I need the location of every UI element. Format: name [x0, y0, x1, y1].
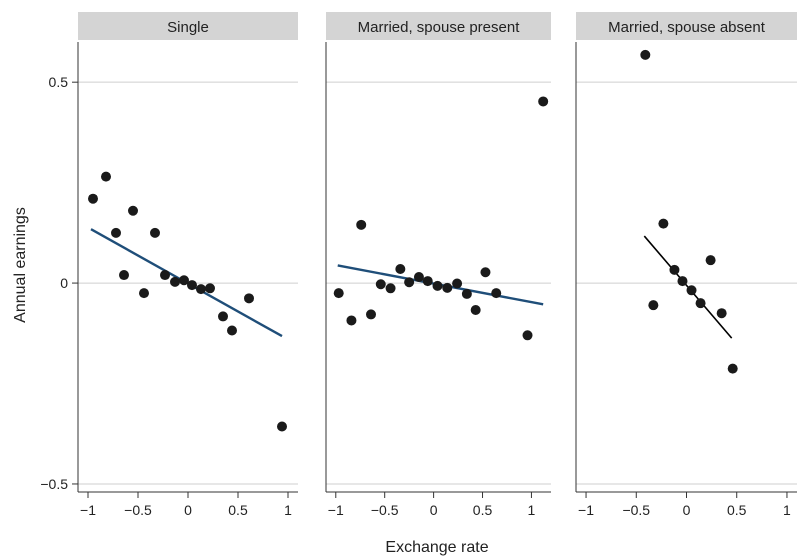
data-point	[356, 219, 367, 230]
data-point	[395, 264, 406, 275]
panel-strip-married-spouse-absent-label: Married, spouse absent	[608, 19, 766, 36]
y-axis: −0.5 0 0.5	[40, 74, 78, 492]
data-point	[385, 283, 396, 294]
data-point	[101, 171, 111, 182]
data-point	[432, 280, 443, 291]
data-point	[404, 277, 415, 288]
data-point	[160, 270, 170, 281]
panel-strip-married-spouse-present-label: Married, spouse present	[358, 19, 521, 36]
y-tick-label: −0.5	[40, 476, 68, 492]
x-tick-label: 0.5	[473, 502, 493, 518]
data-point	[413, 272, 424, 283]
data-point	[227, 325, 237, 336]
x-tick-label: 0.5	[727, 502, 747, 518]
data-point	[640, 49, 651, 60]
x-tick-label: 1	[528, 502, 536, 518]
panel-strip-married-spouse-absent-background	[576, 12, 797, 40]
data-point	[170, 276, 180, 287]
panel-married-spouse-present: Married, spouse present −1 −0.5 0 0.5 1	[325, 12, 551, 518]
data-point	[187, 280, 197, 291]
data-point	[128, 205, 138, 216]
panel-strip-single-label: Single	[167, 19, 209, 36]
data-point	[522, 330, 533, 341]
data-point	[277, 421, 287, 432]
panel-strip-single-background	[78, 12, 298, 40]
data-point	[538, 96, 549, 107]
data-point	[346, 315, 357, 326]
data-point	[461, 288, 472, 299]
x-tick-label: −1	[328, 502, 344, 518]
data-point	[179, 275, 189, 286]
x-tick-label: 1	[284, 502, 292, 518]
data-point	[205, 283, 215, 294]
data-point	[218, 311, 228, 322]
panel-strip-married-spouse-present-background	[326, 12, 551, 40]
panel-single: Single −1 −0.5 0 0.5 1	[77, 12, 298, 518]
data-point	[375, 279, 386, 290]
data-point	[333, 288, 344, 299]
x-tick-label: −0.5	[622, 502, 650, 518]
y-tick-label: 0	[60, 275, 68, 291]
x-tick-label: 0	[184, 502, 192, 518]
x-tick-label: 0.5	[228, 502, 248, 518]
data-point	[366, 309, 376, 320]
data-point	[677, 276, 688, 287]
data-point	[658, 218, 669, 229]
data-point	[648, 300, 659, 311]
data-point	[88, 193, 98, 204]
data-point	[686, 285, 697, 296]
data-point	[139, 288, 149, 299]
data-point	[705, 255, 716, 266]
x-tick-label: −1	[80, 502, 96, 518]
data-point	[119, 270, 129, 281]
data-point	[727, 363, 738, 374]
data-point	[196, 284, 206, 295]
data-point	[480, 267, 491, 278]
y-axis-title: Annual earnings	[12, 207, 29, 323]
data-point	[452, 278, 463, 289]
x-tick-label: −0.5	[371, 502, 399, 518]
x-tick-label: −1	[578, 502, 594, 518]
data-point	[150, 227, 160, 238]
data-point	[470, 304, 481, 315]
data-point	[669, 264, 680, 275]
data-point	[442, 282, 453, 293]
data-point	[244, 293, 254, 304]
x-tick-label: 0	[683, 502, 691, 518]
x-axis-title: Exchange rate	[385, 539, 488, 556]
data-point	[422, 276, 433, 287]
x-tick-label: −0.5	[124, 502, 152, 518]
data-point	[111, 227, 121, 238]
data-point	[491, 288, 502, 299]
y-tick-label: 0.5	[49, 74, 69, 90]
data-point	[716, 308, 727, 319]
x-tick-label: 0	[430, 502, 438, 518]
x-tick-label: 1	[783, 502, 791, 518]
data-point	[695, 298, 706, 309]
panel-married-spouse-absent: Married, spouse absent −1 −0.5 0 0.5 1	[575, 12, 797, 518]
